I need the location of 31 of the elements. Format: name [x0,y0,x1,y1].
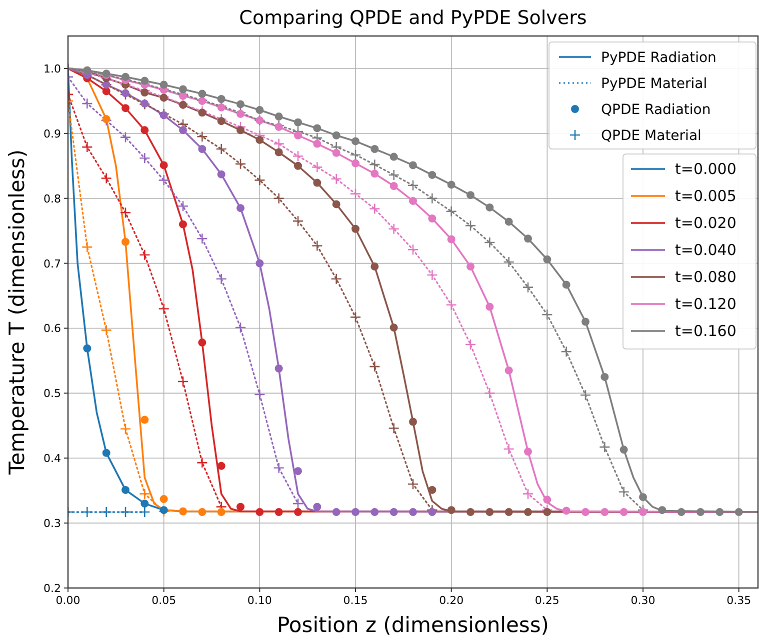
y-tick-label: 0.5 [44,387,61,400]
y-tick-label: 1.0 [44,62,61,76]
x-tick-label: 0.05 [152,594,176,607]
y-tick-label: 0.8 [44,192,61,206]
legend-label: QPDE Radiation [601,102,711,118]
legend-label: t=0.160 [675,322,736,340]
chart-title: Comparing QPDE and PyPDE Solvers [239,7,587,29]
legend-label: QPDE Material [601,128,702,144]
x-tick-label: 0.35 [726,594,752,607]
y-tick-label: 0.7 [44,257,61,270]
legend-label: t=0.005 [675,187,736,205]
annotation: PyPDE Radiation [601,50,716,66]
y-tick-label: 0.4 [44,452,61,466]
y-tick-label: 0.9 [44,127,61,140]
y-tick-label: 0.2 [44,582,61,595]
x-tick-label: 0.10 [247,594,272,607]
x-tick-label: 0.15 [343,594,368,607]
legend-label: t=0.020 [675,214,736,232]
y-axis-title: Temperature T (dimensionless) [5,149,29,476]
x-tick-label: 0.25 [534,594,560,607]
x-tick-label: 0.30 [630,594,656,607]
x-tick-label: 0.00 [56,594,80,607]
legend-label: t=0.000 [675,160,736,178]
annotation: PyPDE Material [601,76,708,92]
x-tick-label: 0.20 [439,594,464,607]
legend-label: t=0.120 [675,295,736,313]
legend-label: t=0.080 [675,268,736,286]
y-tick-label: 0.3 [44,517,61,530]
y-tick-label: 0.6 [44,322,61,336]
x-axis-title: Position z (dimensionless) [277,613,549,637]
legend-label: t=0.040 [675,241,736,259]
